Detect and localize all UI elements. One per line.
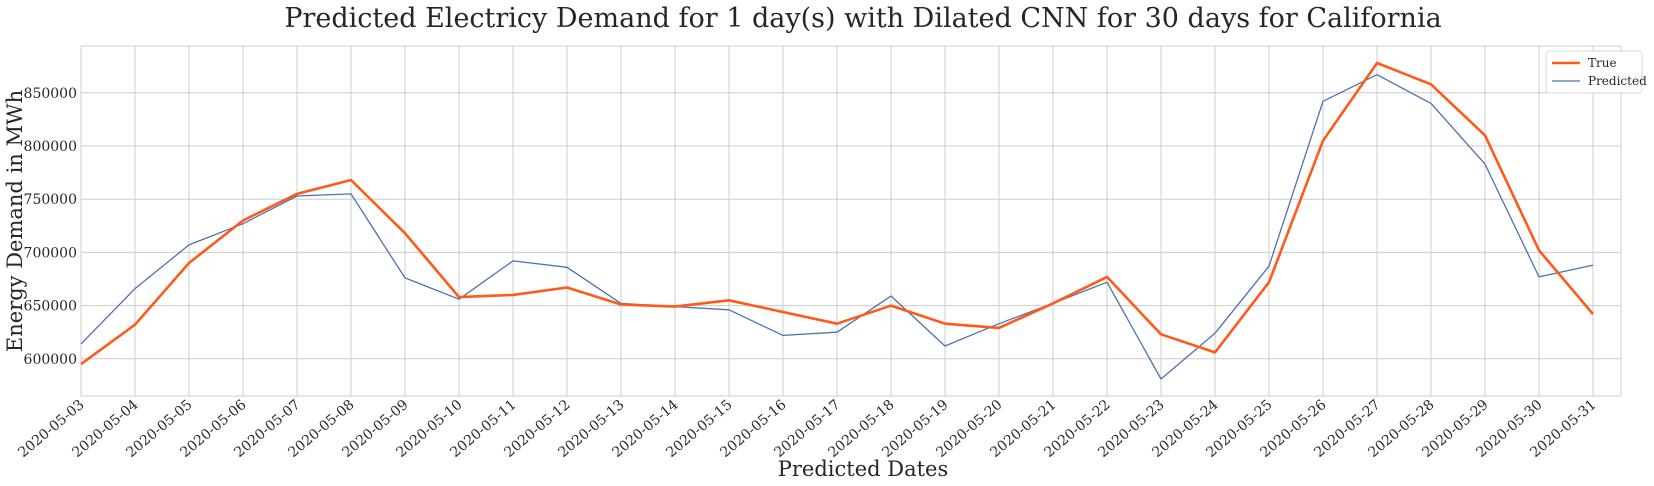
series-layer [80, 61, 1594, 380]
legend-box [1545, 50, 1643, 94]
legend-label-predicted: Predicted [1588, 74, 1647, 88]
series-line-true [80, 61, 1594, 366]
grid [80, 46, 1621, 396]
y-tick-label: 700000 [24, 245, 77, 261]
legend: True Predicted [1545, 50, 1647, 94]
y-tick-label: 850000 [24, 86, 77, 102]
y-tick-label: 800000 [24, 139, 77, 155]
plot-area-frame [80, 45, 1622, 397]
y-axis-ticks: 600000 650000 700000 750000 800000 850000 [24, 86, 77, 368]
y-axis-label: Energy Demand in MWh [3, 90, 27, 352]
x-axis-ticks: 2020-05-032020-05-042020-05-052020-05-06… [15, 397, 1599, 461]
y-tick-label: 650000 [24, 299, 77, 315]
chart-title: Predicted Electricy Demand for 1 day(s) … [284, 3, 1441, 34]
y-tick-label: 750000 [24, 192, 77, 208]
x-axis-label: Predicted Dates [778, 457, 949, 481]
y-tick-label: 600000 [24, 352, 77, 368]
series-line-predicted [80, 74, 1594, 380]
legend-label-true: True [1588, 56, 1617, 70]
